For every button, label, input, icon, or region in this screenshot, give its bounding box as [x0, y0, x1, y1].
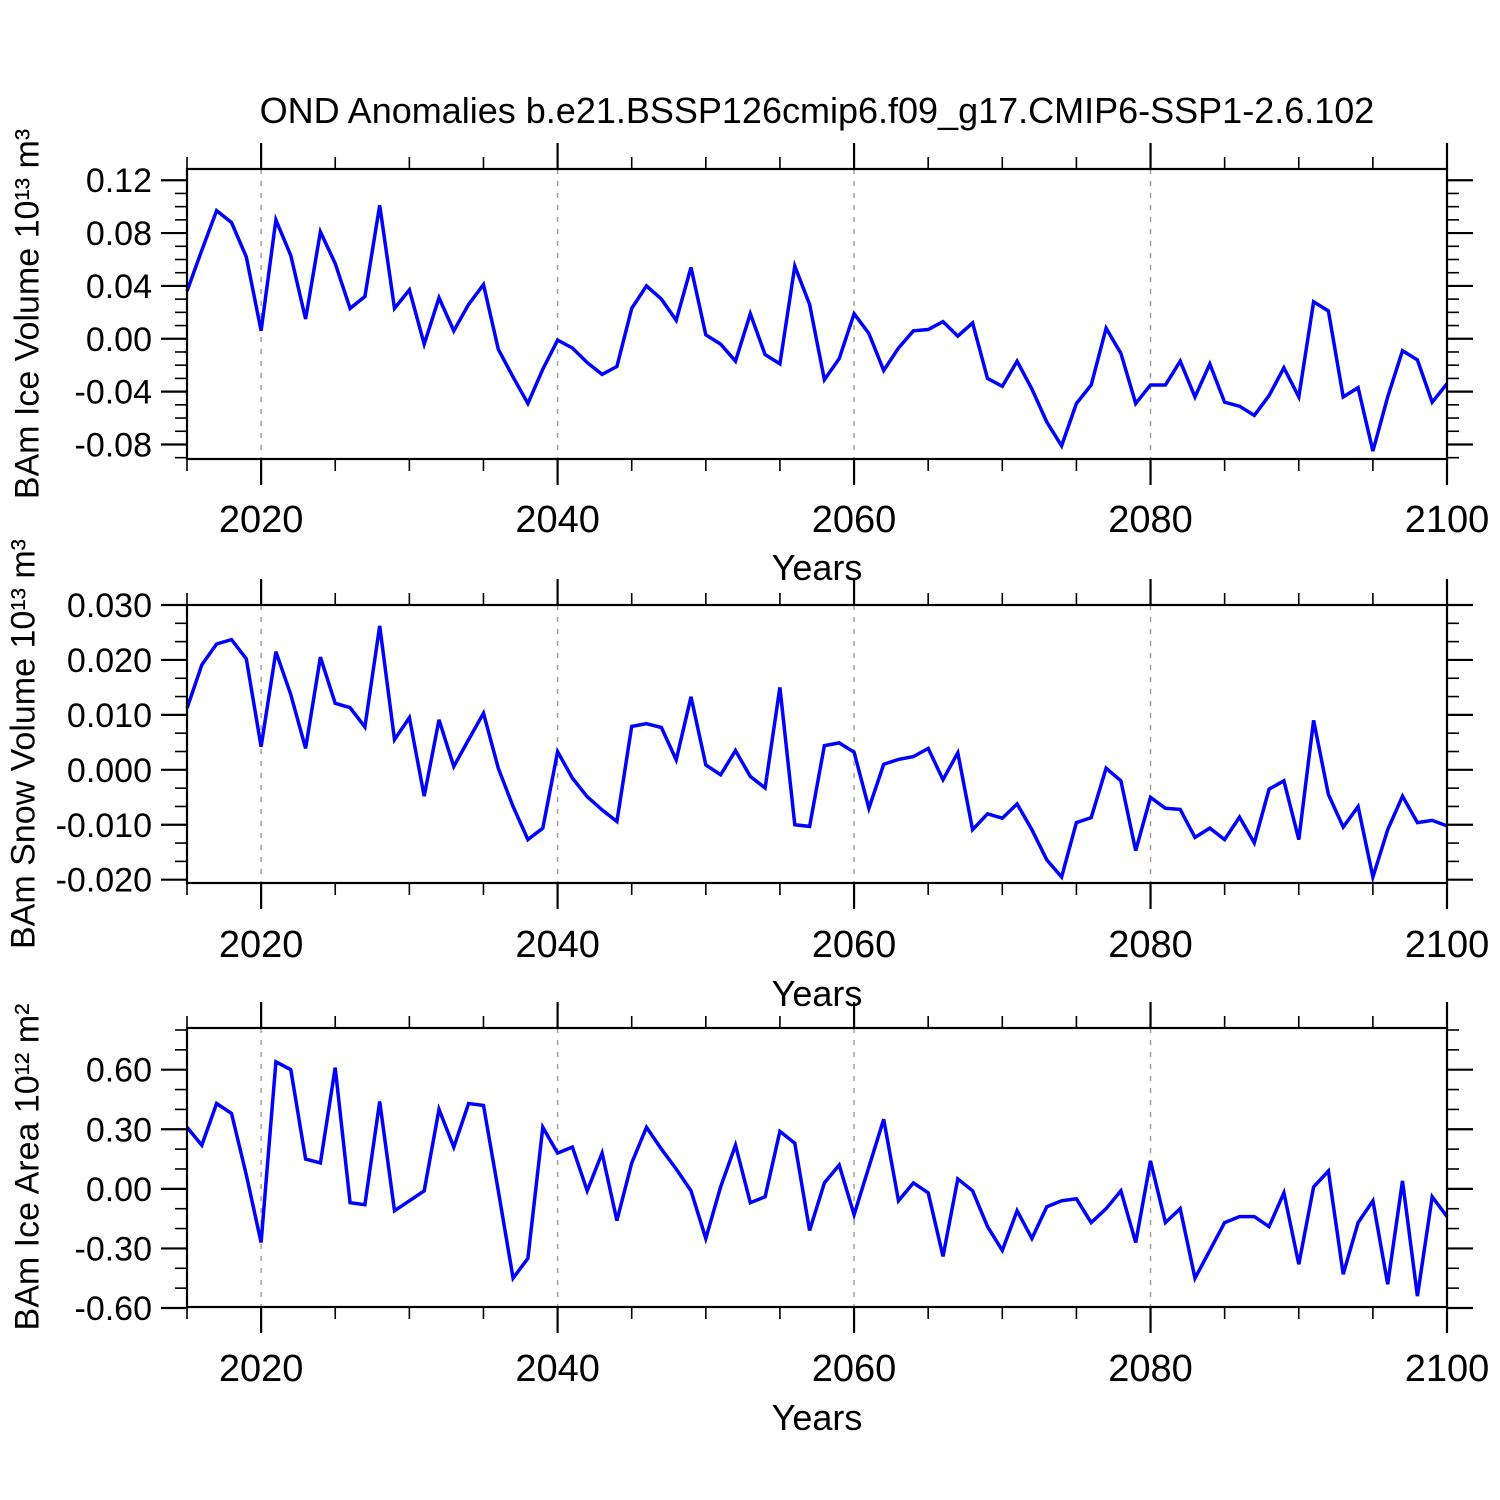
x-tick-label: 2040 — [515, 924, 600, 966]
x-tick-label: 2060 — [812, 1348, 897, 1390]
y-tick-label: 0.020 — [67, 642, 152, 680]
y-tick-label: 0.08 — [86, 215, 152, 253]
x-tick-label: 2040 — [515, 499, 600, 541]
y-tick-label: -0.020 — [56, 862, 152, 900]
y-tick-label: 0.04 — [86, 268, 152, 306]
y-tick-label: 0.000 — [67, 752, 152, 790]
y-tick-label: 0.030 — [67, 587, 152, 625]
x-tick-label: 2020 — [219, 1348, 304, 1390]
y-tick-label: -0.30 — [75, 1230, 153, 1268]
x-tick-label: 2040 — [515, 1348, 600, 1390]
y-tick-label: -0.08 — [75, 426, 153, 464]
x-axis-title-ice-area: Years — [771, 1397, 863, 1438]
y-tick-label: -0.04 — [75, 374, 153, 412]
x-tick-label: 2100 — [1405, 1348, 1490, 1390]
y-tick-label: 0.010 — [67, 697, 152, 735]
y-tick-label: 0.00 — [86, 1171, 152, 1209]
x-tick-label: 2100 — [1405, 924, 1490, 966]
figure-title: OND Anomalies b.e21.BSSP126cmip6.f09_g17… — [259, 90, 1375, 131]
x-tick-label: 2100 — [1405, 499, 1490, 541]
y-tick-label: 0.00 — [86, 321, 152, 359]
y-tick-label: -0.010 — [56, 807, 152, 845]
x-tick-label: 2060 — [812, 499, 897, 541]
x-axis-title-snow-volume: Years — [771, 973, 863, 1014]
y-tick-label: -0.60 — [75, 1290, 153, 1328]
x-tick-label: 2020 — [219, 499, 304, 541]
y-tick-label: 0.60 — [86, 1052, 152, 1090]
x-axis-title-ice-volume: Years — [771, 547, 863, 588]
y-tick-label: 0.30 — [86, 1111, 152, 1149]
x-tick-label: 2060 — [812, 924, 897, 966]
x-tick-label: 2080 — [1108, 499, 1193, 541]
y-tick-label: 0.12 — [86, 162, 152, 200]
x-tick-label: 2080 — [1108, 1348, 1193, 1390]
x-tick-label: 2020 — [219, 924, 304, 966]
x-tick-label: 2080 — [1108, 924, 1193, 966]
